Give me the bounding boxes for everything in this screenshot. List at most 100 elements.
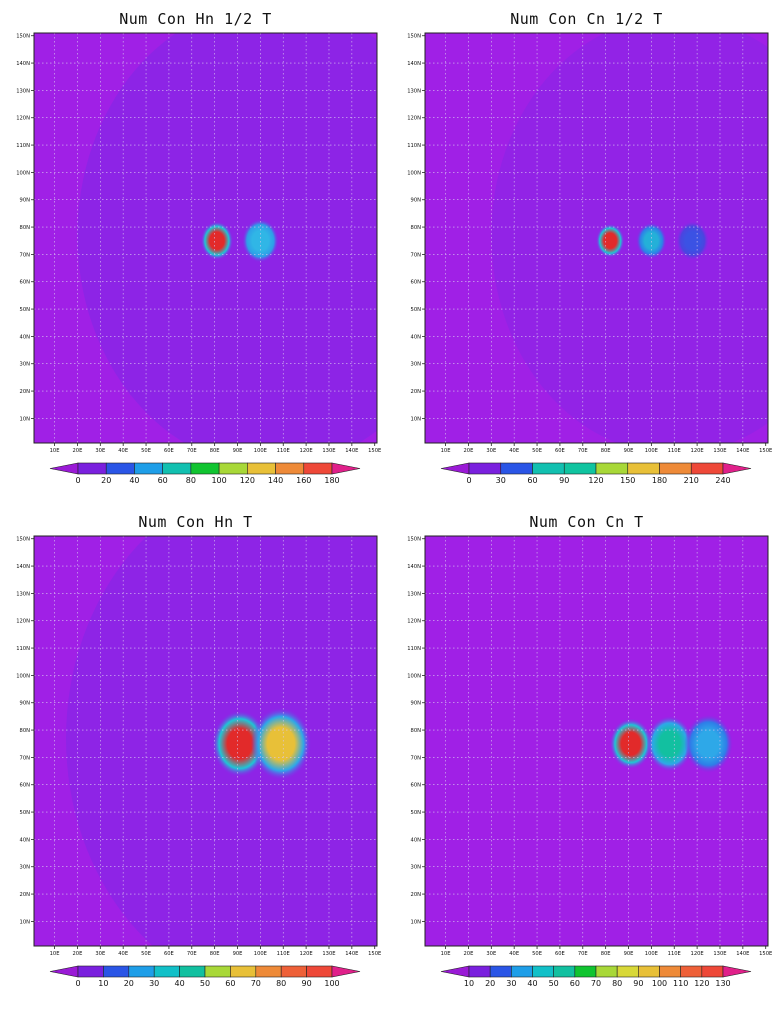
colorbar-swatch <box>230 965 257 978</box>
panel-hn-t: Num Con Hn T 10E 20E 30E 40E 50E 60E 70E 80E 90E… <box>0 503 391 1006</box>
y-tick-label: 80N <box>411 728 422 734</box>
x-tick-label: 130E <box>713 448 726 454</box>
x-tick-label: 120E <box>691 448 704 454</box>
colorbar-label: 180 <box>652 476 667 485</box>
colorbar-swatch <box>616 965 639 978</box>
x-tick-label: 90E <box>624 448 634 454</box>
concentration-blob <box>684 714 733 773</box>
colorbar-swatch <box>553 965 576 978</box>
y-tick-label: 150N <box>16 34 30 40</box>
colorbar-label: 40 <box>527 979 537 988</box>
x-tick-label: 40E <box>509 448 519 454</box>
colorbar-swatch <box>162 462 192 475</box>
concentration-blob <box>609 718 652 769</box>
colorbar-swatch <box>77 965 104 978</box>
colorbar-swatch <box>179 965 206 978</box>
x-tick-label: 100E <box>645 448 658 454</box>
x-tick-label: 10E <box>50 951 60 957</box>
concentration-blob <box>242 219 279 263</box>
colorbar: 0 10 20 30 40 50 60 70 80 90 100 <box>49 965 361 988</box>
colorbar-swatch <box>468 965 491 978</box>
x-tick-label: 10E <box>50 448 60 454</box>
x-tick-label: 150E <box>368 951 381 957</box>
colorbar-label: 90 <box>302 979 312 988</box>
colorbar-swatch <box>659 462 692 475</box>
y-tick-label: 140N <box>16 61 30 67</box>
colorbar-swatch <box>218 462 248 475</box>
x-tick-label: 100E <box>254 448 267 454</box>
colorbar-low-arrow <box>49 462 79 475</box>
y-tick-label: 110N <box>407 646 421 652</box>
colorbar-swatch <box>306 965 333 978</box>
x-tick-label: 80E <box>601 448 611 454</box>
colorbar-high-arrow <box>331 462 361 475</box>
x-tick-label: 90E <box>624 951 634 957</box>
colorbar-label: 60 <box>225 979 235 988</box>
colorbar-label: 50 <box>200 979 210 988</box>
colorbar-swatch <box>701 965 724 978</box>
colorbar-label: 20 <box>485 979 495 988</box>
y-tick-label: 120N <box>16 619 30 625</box>
x-tick-label: 100E <box>254 951 267 957</box>
map-frame <box>424 535 769 947</box>
x-tick-label: 60E <box>555 951 565 957</box>
y-tick-label: 90N <box>20 701 31 707</box>
x-tick-label: 140E <box>736 951 749 957</box>
x-tick-label: 140E <box>345 951 358 957</box>
x-tick-label: 120E <box>300 448 313 454</box>
y-tick-label: 50N <box>411 810 422 816</box>
colorbar-label: 130 <box>715 979 730 988</box>
colorbar-label: 10 <box>98 979 108 988</box>
map-frame <box>33 32 378 444</box>
y-tick-label: 50N <box>20 307 31 313</box>
colorbar-label: 80 <box>186 476 196 485</box>
colorbar-swatch <box>659 965 681 978</box>
colorbar-swatch <box>532 965 554 978</box>
y-tick-label: 100N <box>407 170 421 176</box>
colorbar-swatch <box>563 462 597 475</box>
y-tick-label: 50N <box>411 307 422 313</box>
colorbar-swatch <box>468 462 502 475</box>
x-tick-label: 90E <box>233 951 243 957</box>
colorbar-label: 180 <box>324 476 339 485</box>
colorbar: 10 20 30 40 50 60 70 80 90 100 110 120 130 <box>440 965 752 988</box>
x-tick-label: 20E <box>464 448 474 454</box>
colorbar: 0 20 40 60 80 100 120 140 160 180 <box>49 462 361 485</box>
x-tick-label: 110E <box>277 448 290 454</box>
x-tick-label: 80E <box>210 448 220 454</box>
y-tick-label: 90N <box>411 701 422 707</box>
concentration-blob <box>676 221 709 260</box>
x-tick-label: 100E <box>645 951 658 957</box>
x-tick-label: 70E <box>578 448 588 454</box>
x-tick-label: 130E <box>322 951 335 957</box>
concentration-blob <box>212 710 268 777</box>
x-tick-label: 50E <box>532 448 542 454</box>
colorbar-swatch <box>153 965 180 978</box>
colorbar-swatch <box>190 462 220 475</box>
colorbar-swatch <box>574 965 597 978</box>
x-tick-label: 70E <box>187 448 197 454</box>
x-tick-label: 110E <box>277 951 290 957</box>
y-tick-label: 100N <box>407 673 421 679</box>
colorbar-label: 120 <box>694 979 709 988</box>
colorbar-swatch <box>627 462 660 475</box>
x-tick-label: 130E <box>713 951 726 957</box>
map-frame <box>33 535 378 947</box>
colorbar-swatch <box>595 462 629 475</box>
y-tick-label: 130N <box>407 591 421 597</box>
x-tick-label: 150E <box>759 951 772 957</box>
y-tick-label: 10N <box>20 919 31 925</box>
y-tick-label: 130N <box>16 591 30 597</box>
concentration-blob <box>596 223 625 258</box>
x-tick-label: 80E <box>601 951 611 957</box>
y-tick-label: 70N <box>20 755 31 761</box>
x-tick-label: 20E <box>464 951 474 957</box>
y-tick-label: 10N <box>411 919 422 925</box>
x-tick-label: 20E <box>73 951 83 957</box>
colorbar-swatch <box>595 965 618 978</box>
colorbar-low-arrow <box>440 965 470 978</box>
x-tick-label: 70E <box>187 951 197 957</box>
y-tick-label: 50N <box>20 810 31 816</box>
colorbar-label: 100 <box>652 979 667 988</box>
y-tick-label: 140N <box>407 61 421 67</box>
